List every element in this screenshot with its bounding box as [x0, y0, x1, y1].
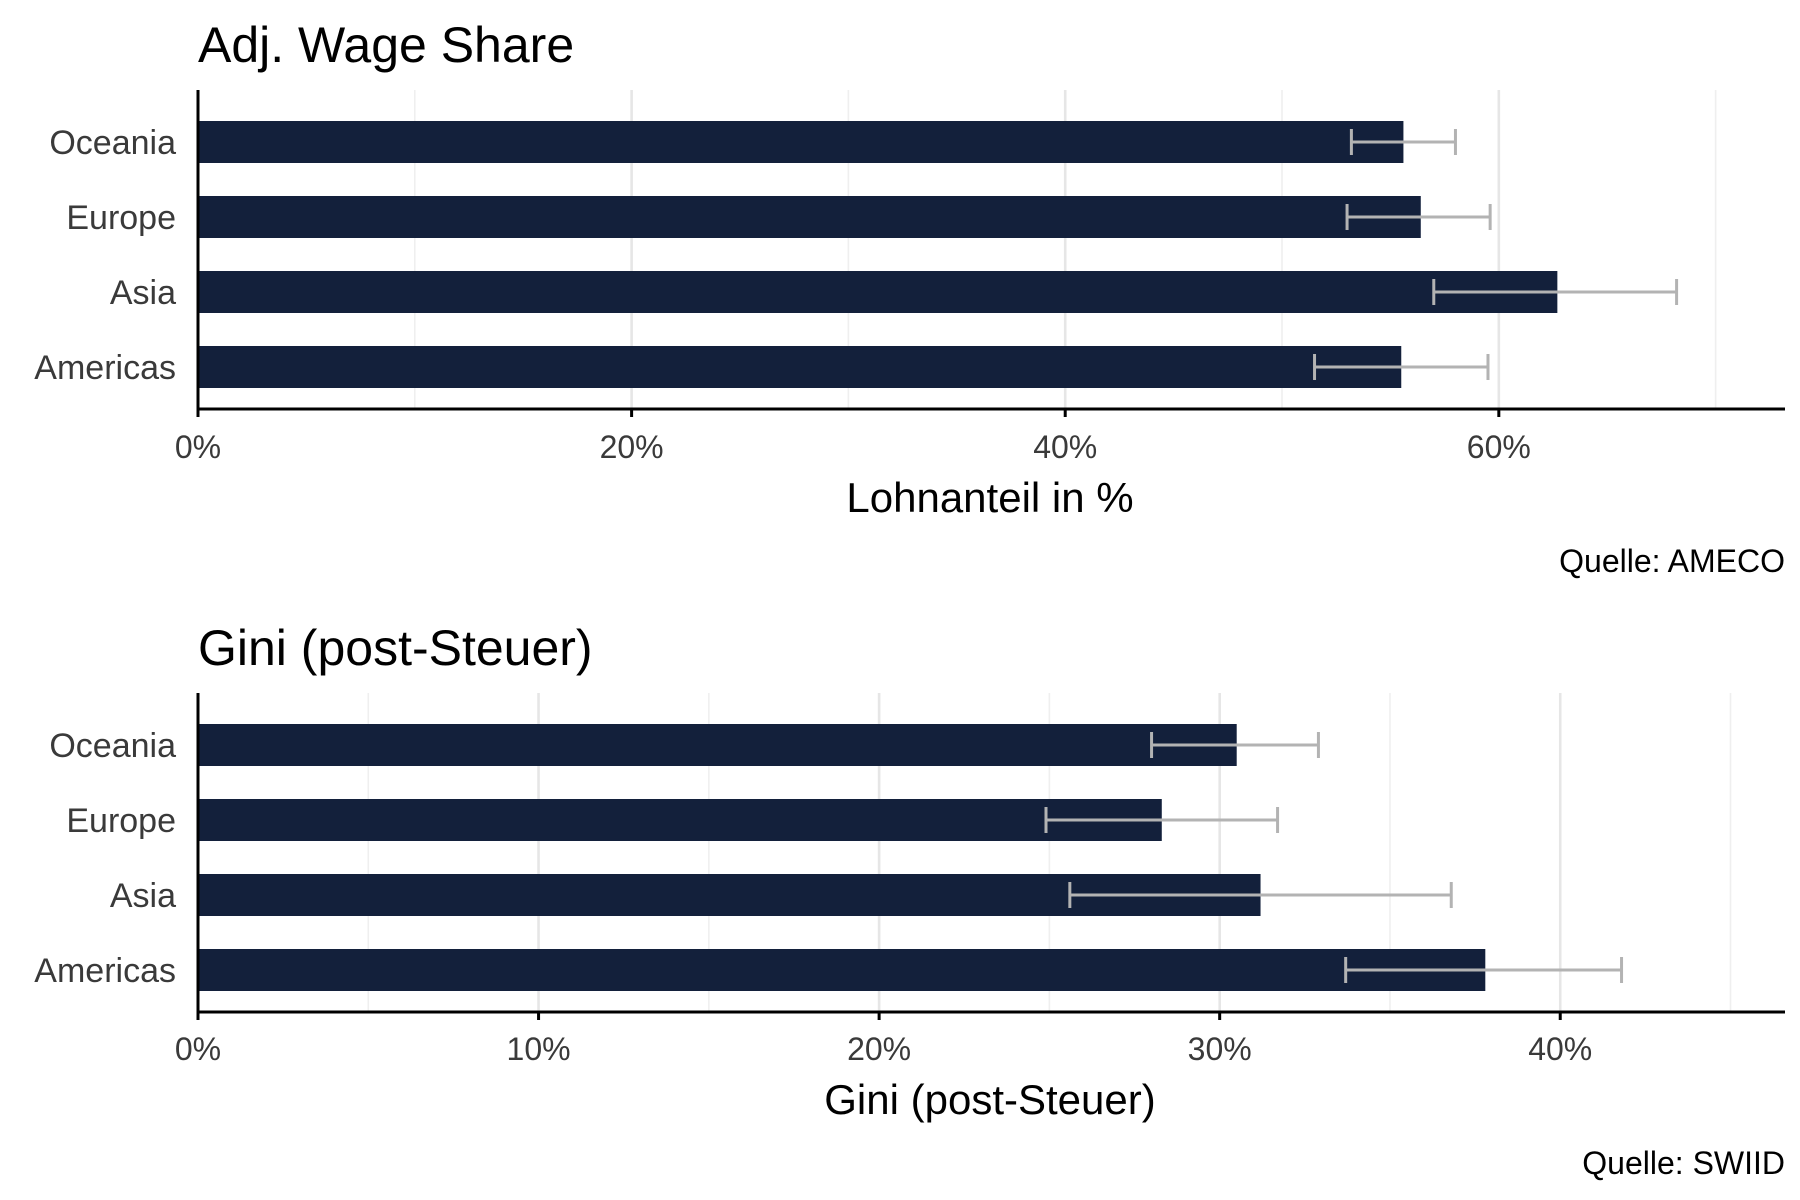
error-bar-oceania — [1150, 732, 1320, 758]
error-bar-asia — [1068, 882, 1453, 908]
error-bar-oceania — [1349, 129, 1457, 155]
category-label: Oceania — [49, 727, 176, 765]
error-bar-europe — [1044, 807, 1280, 833]
chart-title: Adj. Wage Share — [198, 17, 574, 73]
category-label: Europe — [66, 199, 176, 237]
gini-panel: Gini (post-Steuer) Oceania Europe Asia Amer… — [34, 620, 1785, 1181]
x-axis-label: Lohnanteil in % — [846, 474, 1133, 521]
x-tick-label: 10% — [507, 1031, 571, 1067]
source-caption: Quelle: AMECO — [1559, 543, 1785, 579]
x-tick-label: 40% — [1033, 429, 1097, 465]
category-label: Oceania — [49, 124, 176, 162]
error-bar-americas — [1344, 957, 1624, 983]
error-bar-europe — [1345, 204, 1492, 230]
category-label: Europe — [66, 802, 176, 840]
bar-americas — [198, 346, 1402, 388]
error-bar-asia — [1432, 279, 1679, 305]
wage-share-panel: Adj. Wage Share Oceania Europe Asia America… — [34, 17, 1785, 579]
category-label: Asia — [110, 877, 176, 915]
category-label: Asia — [110, 274, 176, 312]
x-tick-label: 20% — [847, 1031, 911, 1067]
bar-europe — [198, 799, 1162, 841]
category-label: Americas — [34, 349, 176, 387]
x-tick-label: 60% — [1467, 429, 1531, 465]
x-tick-label: 0% — [175, 1031, 221, 1067]
bar-oceania — [198, 724, 1237, 766]
x-tick-label: 30% — [1188, 1031, 1252, 1067]
chart-title: Gini (post-Steuer) — [198, 620, 593, 676]
x-axis-label: Gini (post-Steuer) — [824, 1076, 1155, 1123]
source-caption: Quelle: SWIID — [1582, 1145, 1785, 1181]
bar-asia — [198, 271, 1558, 313]
x-tick-label: 0% — [175, 429, 221, 465]
bar-americas — [198, 949, 1486, 991]
x-tick-label: 20% — [600, 429, 664, 465]
bar-oceania — [198, 121, 1404, 163]
category-label: Americas — [34, 952, 176, 990]
bar-europe — [198, 196, 1421, 238]
x-tick-label: 40% — [1528, 1031, 1592, 1067]
error-bar-americas — [1313, 354, 1490, 380]
